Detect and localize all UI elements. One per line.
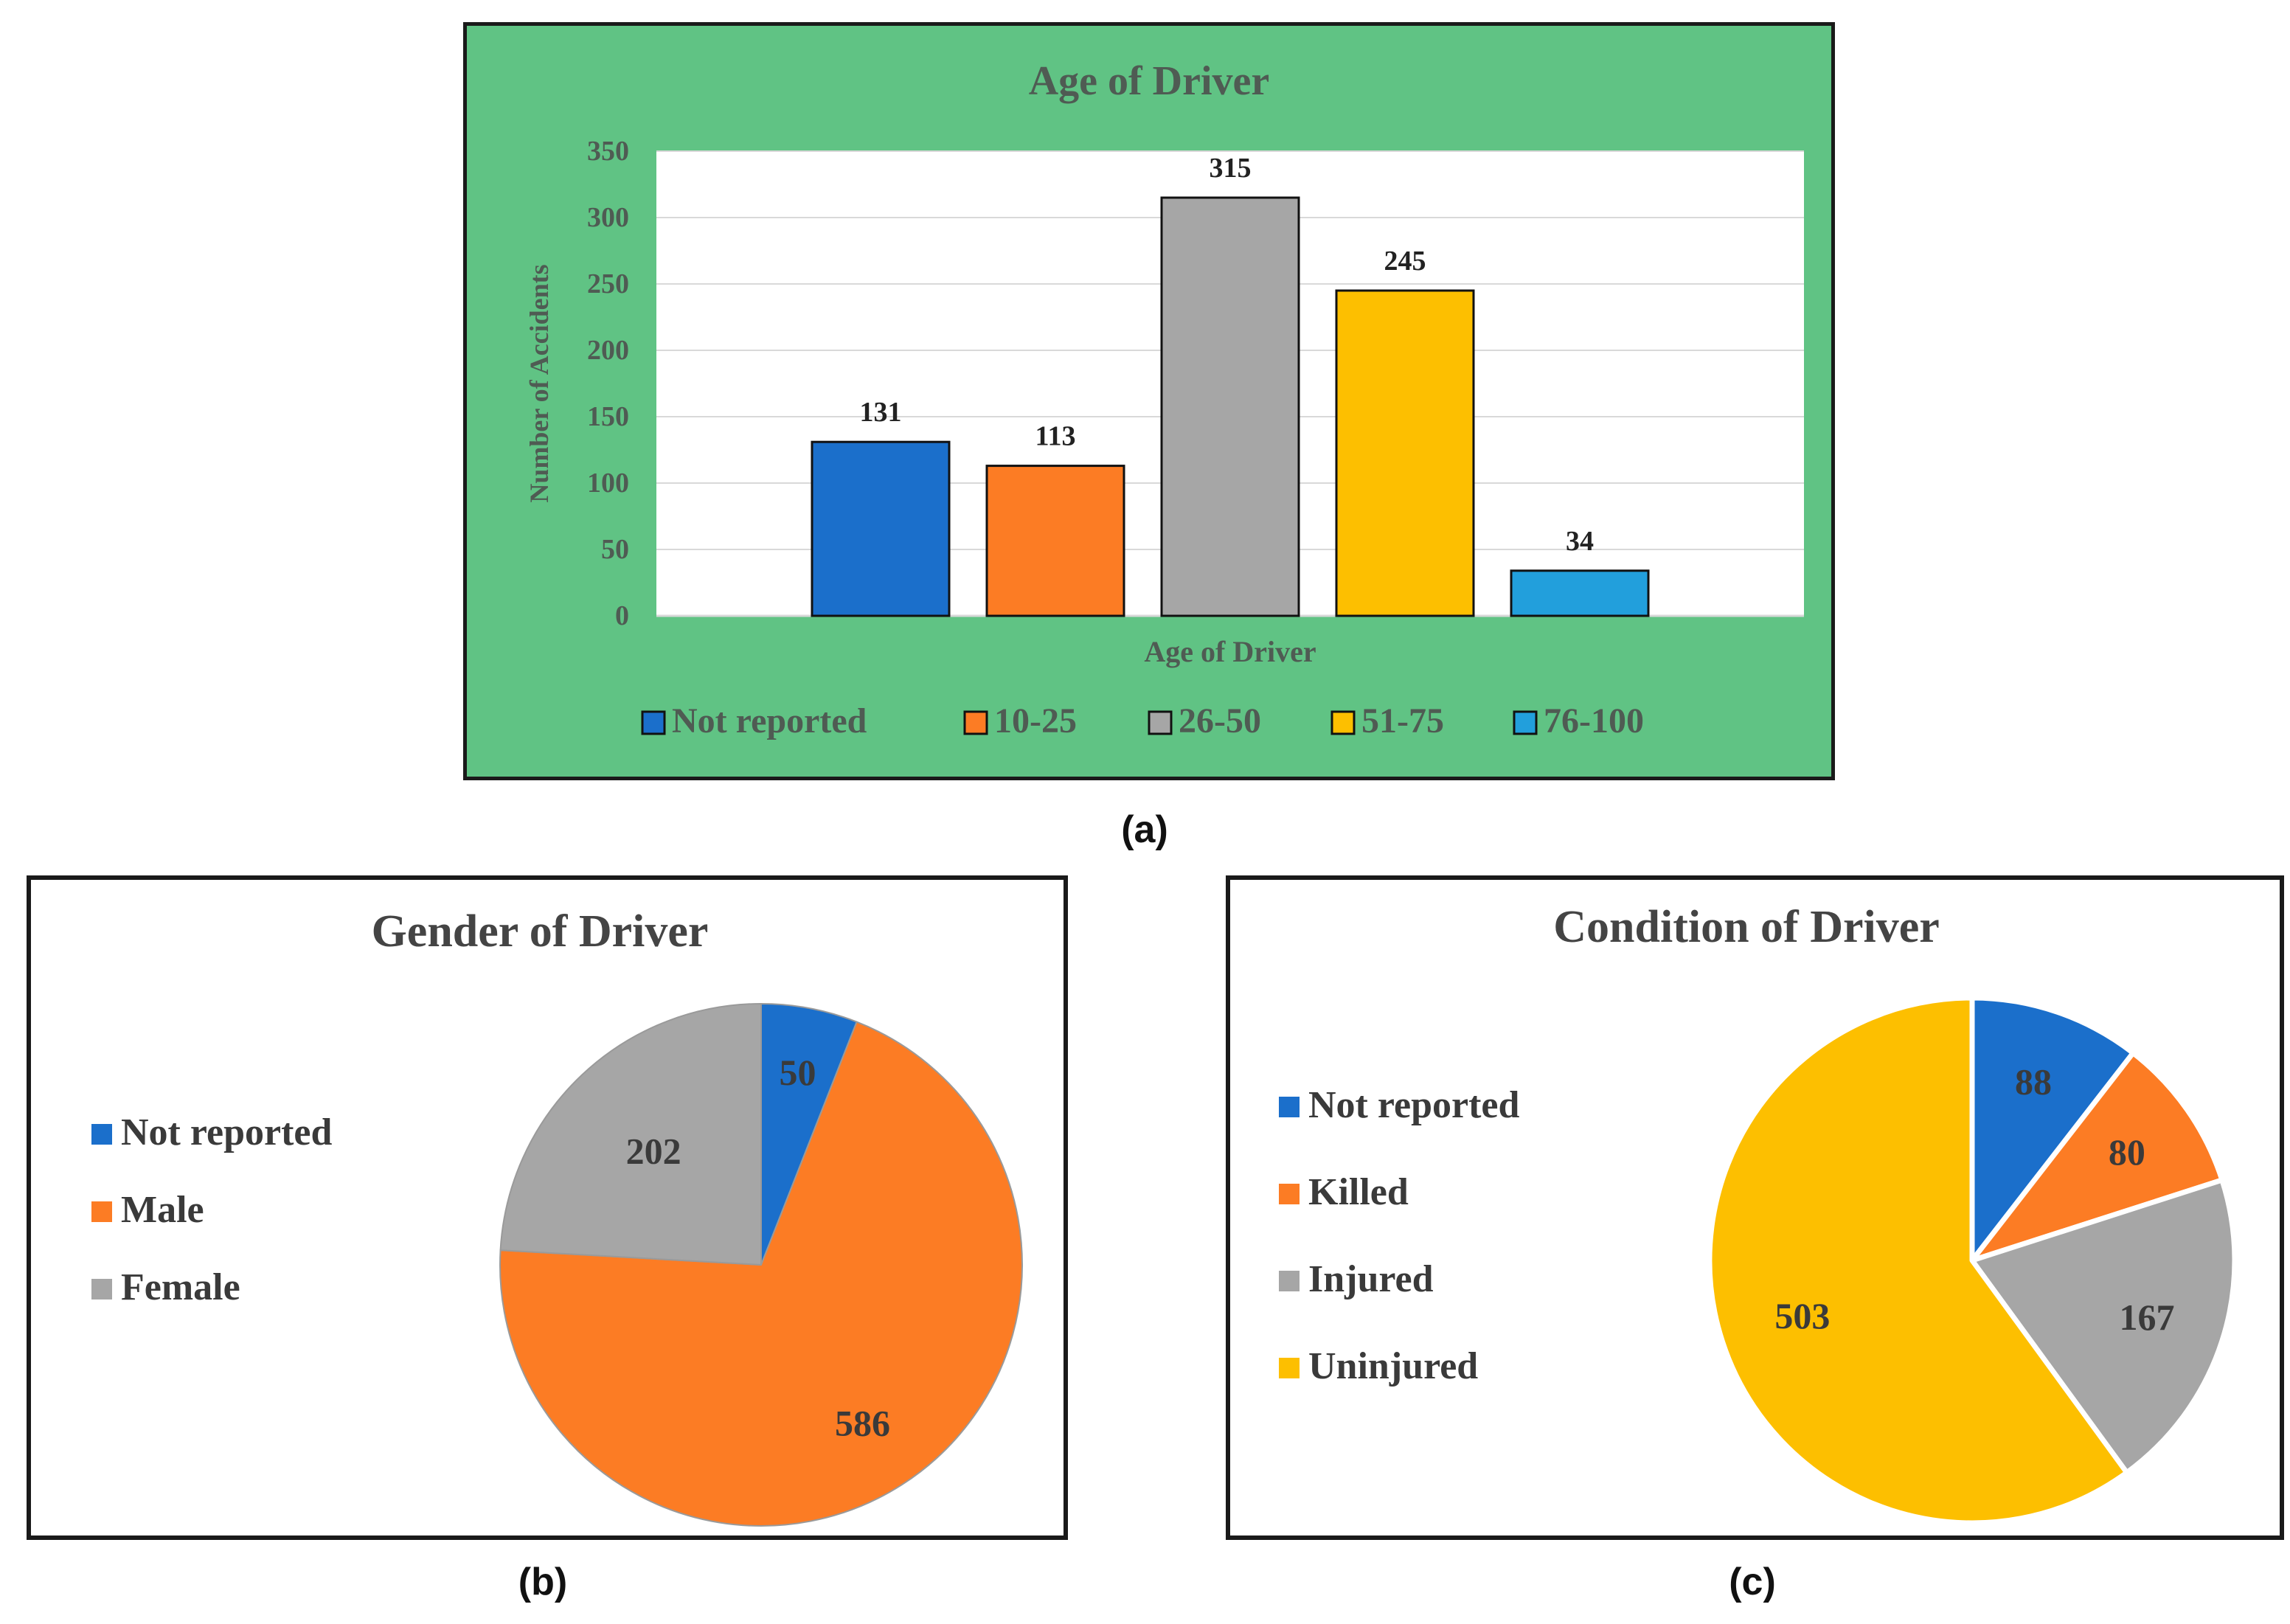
data-label: 34 bbox=[1566, 526, 1594, 557]
chart-title: Age of Driver bbox=[1029, 58, 1270, 104]
data-label: 586 bbox=[835, 1403, 890, 1444]
legend-swatch bbox=[1279, 1097, 1300, 1117]
legend-label: 10-25 bbox=[994, 701, 1077, 740]
y-tick-label: 250 bbox=[587, 268, 629, 299]
data-labels: 50 586 202 bbox=[626, 1052, 890, 1443]
legend-swatch bbox=[91, 1124, 112, 1145]
data-label: 503 bbox=[1774, 1295, 1830, 1336]
slice-not-reported bbox=[760, 1003, 858, 1266]
legend: Not reported Male Female bbox=[91, 1111, 332, 1308]
data-label: 202 bbox=[626, 1131, 681, 1172]
slice-killed bbox=[1969, 1050, 2225, 1263]
legend: Not reported Killed Injured Uninjured bbox=[1279, 1084, 1519, 1387]
data-label: 167 bbox=[2119, 1297, 2174, 1338]
data-labels: 88 80 167 503 bbox=[1774, 1061, 2174, 1339]
legend-swatch bbox=[1279, 1184, 1300, 1204]
y-tick-label: 350 bbox=[587, 136, 629, 167]
slice-not-reported bbox=[1969, 995, 2136, 1263]
data-label: 113 bbox=[1035, 421, 1076, 452]
condition-of-driver-chart: Condition of Driver 88 80 167 503 Not repor… bbox=[1279, 902, 2238, 1526]
legend-label: 26-50 bbox=[1179, 701, 1261, 740]
legend-label: Male bbox=[121, 1189, 204, 1231]
bar-10-25 bbox=[985, 465, 1125, 617]
data-label: 131 bbox=[860, 397, 902, 428]
legend-swatch bbox=[641, 710, 666, 735]
legend-label: 51-75 bbox=[1361, 701, 1444, 740]
data-label: 315 bbox=[1210, 153, 1252, 184]
legend-swatch bbox=[1513, 710, 1538, 735]
age-of-driver-chart-panel: Age of Driver 0 50 100 150 200 250 300 350 131 1… bbox=[463, 22, 1835, 780]
legend-label: Not reported bbox=[672, 701, 867, 740]
x-axis-label: Age of Driver bbox=[1144, 635, 1316, 668]
legend-label: 76-100 bbox=[1544, 701, 1644, 740]
legend-swatch bbox=[91, 1279, 112, 1299]
data-labels: 131 113 315 245 34 bbox=[860, 153, 1595, 557]
legend-swatch bbox=[1330, 710, 1356, 735]
y-tick-label: 200 bbox=[587, 335, 629, 366]
gender-of-driver-chart-panel: Gender of Driver 50 586 202 Not reported Ma… bbox=[27, 875, 1068, 1540]
y-tick-label: 50 bbox=[601, 534, 629, 565]
data-label: 245 bbox=[1384, 246, 1426, 277]
pie-slices bbox=[499, 1003, 1023, 1527]
bar-not-reported bbox=[811, 440, 951, 617]
y-tick-label: 100 bbox=[587, 468, 629, 499]
y-axis-label: Number of Accidents bbox=[524, 264, 554, 502]
slice-female bbox=[499, 1003, 762, 1266]
legend-label: Uninjured bbox=[1308, 1345, 1478, 1387]
bar-26-50 bbox=[1160, 196, 1300, 617]
y-tick-label: 150 bbox=[587, 401, 629, 432]
bar-51-75 bbox=[1335, 289, 1475, 617]
caption-c: (c) bbox=[1729, 1561, 1776, 1603]
caption-b: (b) bbox=[518, 1561, 568, 1603]
caption-a: (a) bbox=[1121, 808, 1168, 851]
y-tick-label: 0 bbox=[615, 600, 629, 631]
bar-76-100 bbox=[1510, 569, 1650, 617]
legend-label: Not reported bbox=[121, 1111, 332, 1153]
legend-label: Killed bbox=[1308, 1171, 1409, 1213]
pie-slices bbox=[1707, 995, 2238, 1526]
legend-label: Not reported bbox=[1308, 1084, 1519, 1126]
condition-of-driver-chart-panel: Condition of Driver 88 80 167 503 Not repor… bbox=[1226, 875, 2284, 1540]
slice-uninjured bbox=[1707, 995, 2130, 1526]
chart-title: Gender of Driver bbox=[372, 906, 709, 957]
legend-label: Injured bbox=[1308, 1258, 1434, 1300]
legend: Not reported 10-25 26-50 51-75 76-100 bbox=[641, 701, 1644, 740]
chart-title: Condition of Driver bbox=[1553, 902, 1940, 952]
data-label: 50 bbox=[779, 1052, 816, 1093]
data-label: 80 bbox=[2109, 1131, 2145, 1173]
slice-injured bbox=[1969, 1177, 2238, 1476]
data-label: 88 bbox=[2015, 1061, 2052, 1103]
gender-of-driver-chart: Gender of Driver 50 586 202 Not reported Ma… bbox=[91, 906, 1023, 1527]
legend-swatch bbox=[1148, 710, 1173, 735]
legend-swatch bbox=[963, 710, 988, 735]
legend-swatch bbox=[1279, 1271, 1300, 1291]
slice-male bbox=[499, 1021, 1023, 1527]
legend-swatch bbox=[1279, 1358, 1300, 1378]
bars bbox=[811, 196, 1650, 617]
legend-label: Female bbox=[121, 1266, 240, 1308]
legend-swatch bbox=[91, 1201, 112, 1222]
y-axis-ticks: 0 50 100 150 200 250 300 350 bbox=[587, 136, 629, 631]
y-tick-label: 300 bbox=[587, 202, 629, 233]
